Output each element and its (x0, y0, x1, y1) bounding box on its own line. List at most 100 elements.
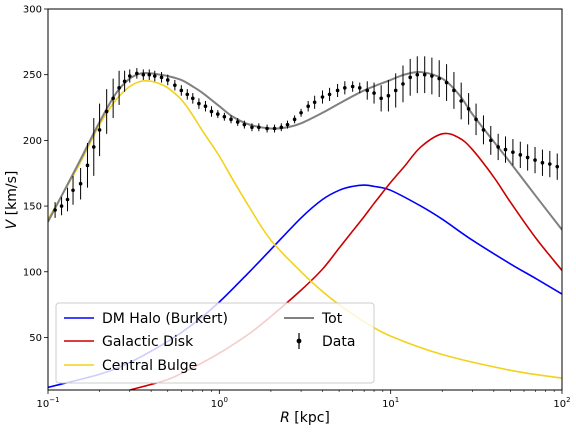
legend-label-galactic-disk: Galactic Disk (102, 334, 194, 350)
data-point (292, 117, 297, 122)
data-point (533, 158, 537, 162)
data-point (312, 100, 317, 105)
data-point (104, 109, 109, 114)
data-point (53, 208, 57, 212)
data-point (165, 78, 170, 82)
legend-marker-data (296, 338, 302, 344)
y-tick-label: 250 (23, 70, 42, 81)
x-axis-label: R [kpc] (280, 410, 330, 426)
data-point (393, 88, 398, 93)
data-point (147, 72, 152, 77)
y-tick-label: 50 (29, 333, 42, 344)
x-tick-label: 101 (382, 396, 399, 410)
data-point (335, 88, 340, 93)
data-point (548, 162, 552, 166)
y-tick-label: 100 (23, 267, 42, 278)
y-tick-label: 150 (23, 202, 42, 213)
data-point (71, 188, 75, 193)
legend-frame (55, 302, 375, 384)
data-point (306, 104, 310, 109)
x-tick-label: 100 (211, 396, 228, 410)
y-axis-label-symbol: V (4, 218, 20, 229)
data-point (242, 122, 247, 127)
data-point (408, 75, 412, 80)
y-axis-label: V [km/s] (4, 171, 20, 230)
data-point (488, 138, 493, 143)
y-tick-label: 200 (23, 136, 42, 147)
data-point (511, 150, 515, 155)
legend-label-central-bulge: Central Bulge (102, 358, 197, 374)
data-point (279, 125, 284, 130)
data-point (265, 126, 269, 131)
data-point (257, 125, 261, 130)
data-point (209, 109, 214, 114)
data-point (59, 204, 64, 208)
data-point (185, 92, 190, 97)
data-point (327, 92, 332, 97)
data-point (379, 96, 383, 101)
data-point (272, 126, 277, 131)
x-tick-label: 10−1 (36, 396, 59, 410)
data-point (481, 128, 486, 132)
data-point (190, 96, 195, 101)
data-point (65, 197, 70, 202)
data-point (117, 86, 121, 90)
data-point (159, 75, 164, 80)
data-point (555, 164, 560, 169)
data-point (437, 76, 442, 81)
legend-label-dm-halo-burkert: DM Halo (Burkert) (102, 311, 228, 327)
data-point (229, 117, 233, 122)
data-point (152, 74, 157, 78)
data-point (97, 128, 102, 132)
data-point (111, 96, 115, 101)
legend-label-tot: Tot (321, 311, 343, 327)
data-point (127, 74, 132, 78)
data-point (422, 72, 427, 77)
data-point (496, 145, 500, 149)
data-point (122, 79, 127, 84)
series-line-tot (48, 70, 562, 231)
data-point (203, 104, 208, 109)
data-point (503, 147, 508, 152)
y-axis-label-unit: [km/s] (4, 171, 20, 220)
data-point (235, 120, 240, 124)
data-point (466, 107, 471, 111)
data-point (357, 86, 362, 90)
data-point (415, 72, 420, 77)
data-point (350, 84, 355, 89)
data-point (459, 99, 463, 103)
data-point (474, 117, 478, 122)
data-point (343, 86, 347, 90)
x-axis-label-symbol: R (280, 410, 290, 426)
data-point (401, 82, 405, 86)
data-point (386, 93, 391, 98)
data-point (216, 112, 220, 116)
x-axis-label-unit: [kpc] (290, 410, 330, 426)
y-tick-label: 300 (23, 5, 42, 16)
legend-label-data: Data (322, 334, 355, 350)
data-point (299, 110, 303, 115)
data-point (430, 74, 434, 78)
data-point (518, 153, 523, 157)
data-point (365, 88, 370, 93)
data-point (540, 160, 545, 165)
data-point (250, 125, 254, 130)
plot-area-frame (47, 8, 563, 391)
data-point (285, 122, 290, 127)
x-tick-label: 102 (553, 396, 570, 410)
data-point (135, 71, 139, 76)
data-point (222, 114, 227, 119)
data-point (452, 88, 456, 93)
data-point (372, 91, 376, 95)
data-point (141, 72, 146, 77)
data-point (320, 95, 325, 99)
data-point (85, 163, 90, 168)
data-point (91, 145, 96, 149)
data-point (525, 155, 530, 160)
data-point (197, 101, 201, 106)
data-point (173, 83, 177, 87)
data-point (78, 181, 83, 186)
data-point (179, 88, 184, 93)
data-point (444, 80, 449, 85)
